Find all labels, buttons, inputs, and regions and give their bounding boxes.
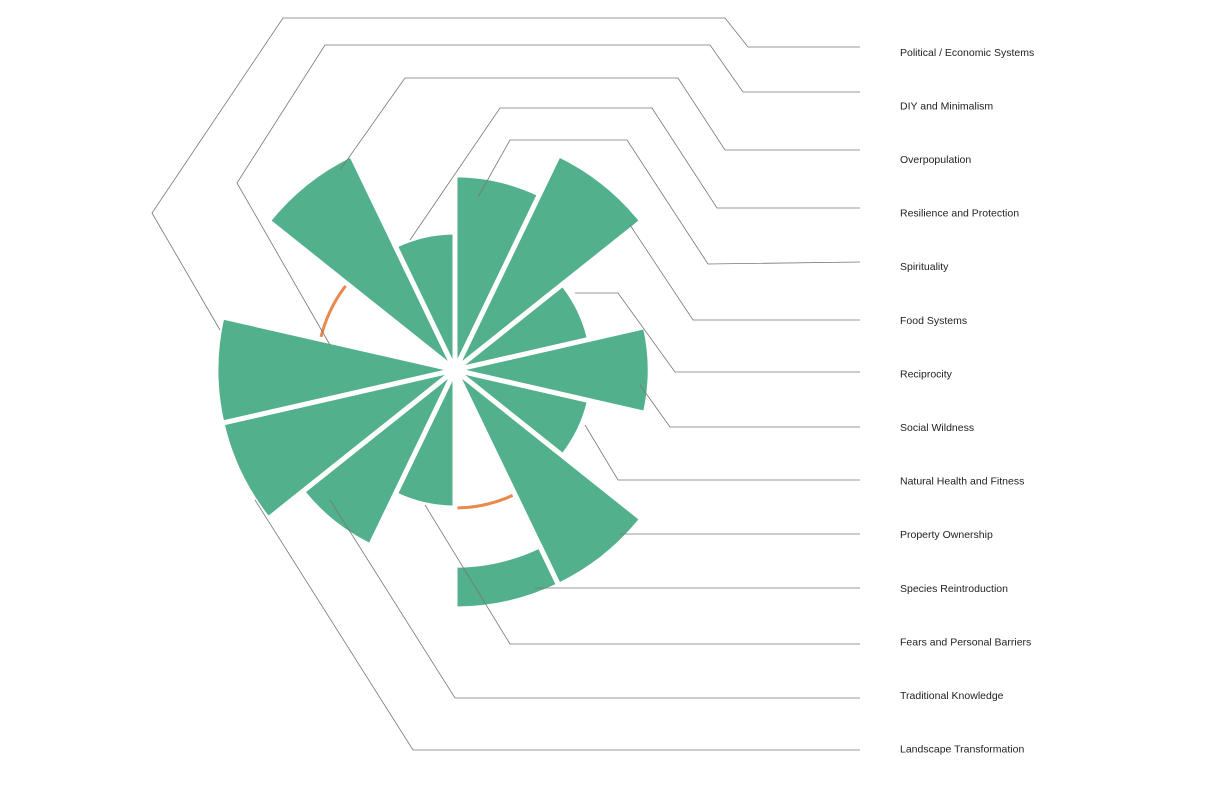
bar	[218, 367, 457, 523]
leader-line	[584, 424, 860, 481]
leader-line	[339, 77, 860, 171]
leader-line	[151, 17, 860, 331]
category-label: Resilience and Protection	[900, 208, 1019, 220]
category-label: Reciprocity	[900, 368, 953, 380]
category-label: Social Wildness	[900, 422, 974, 434]
category-label: Landscape Transformation	[900, 744, 1024, 756]
category-label: Species Reintroduction	[900, 583, 1008, 595]
leader-line	[254, 499, 860, 751]
leader-line	[329, 499, 860, 699]
category-label: Overpopulation	[900, 154, 971, 166]
category-label: Traditional Knowledge	[900, 690, 1004, 702]
leader-line	[629, 224, 860, 321]
category-label: Natural Health and Fitness	[900, 476, 1024, 488]
bar	[454, 323, 653, 417]
category-label: Food Systems	[900, 315, 967, 327]
leader-line	[575, 292, 860, 373]
labels: Political / Economic Systems DIY and Mini…	[900, 47, 1034, 756]
bar	[452, 151, 646, 372]
bars	[213, 151, 653, 612]
bar	[264, 151, 458, 372]
category-label: Property Ownership	[900, 529, 993, 541]
leader-line	[477, 139, 861, 265]
leader-line	[639, 384, 860, 428]
leader-lines	[151, 17, 861, 751]
category-label: Fears and Personal Barriers	[900, 636, 1031, 648]
leader-line	[409, 107, 860, 241]
category-label: Spirituality	[900, 261, 949, 273]
leader-line	[236, 44, 860, 346]
bar	[452, 542, 563, 612]
category-label: Political / Economic Systems	[900, 47, 1034, 59]
category-label: DIY and Minimalism	[900, 100, 993, 112]
leader-line	[424, 504, 860, 645]
